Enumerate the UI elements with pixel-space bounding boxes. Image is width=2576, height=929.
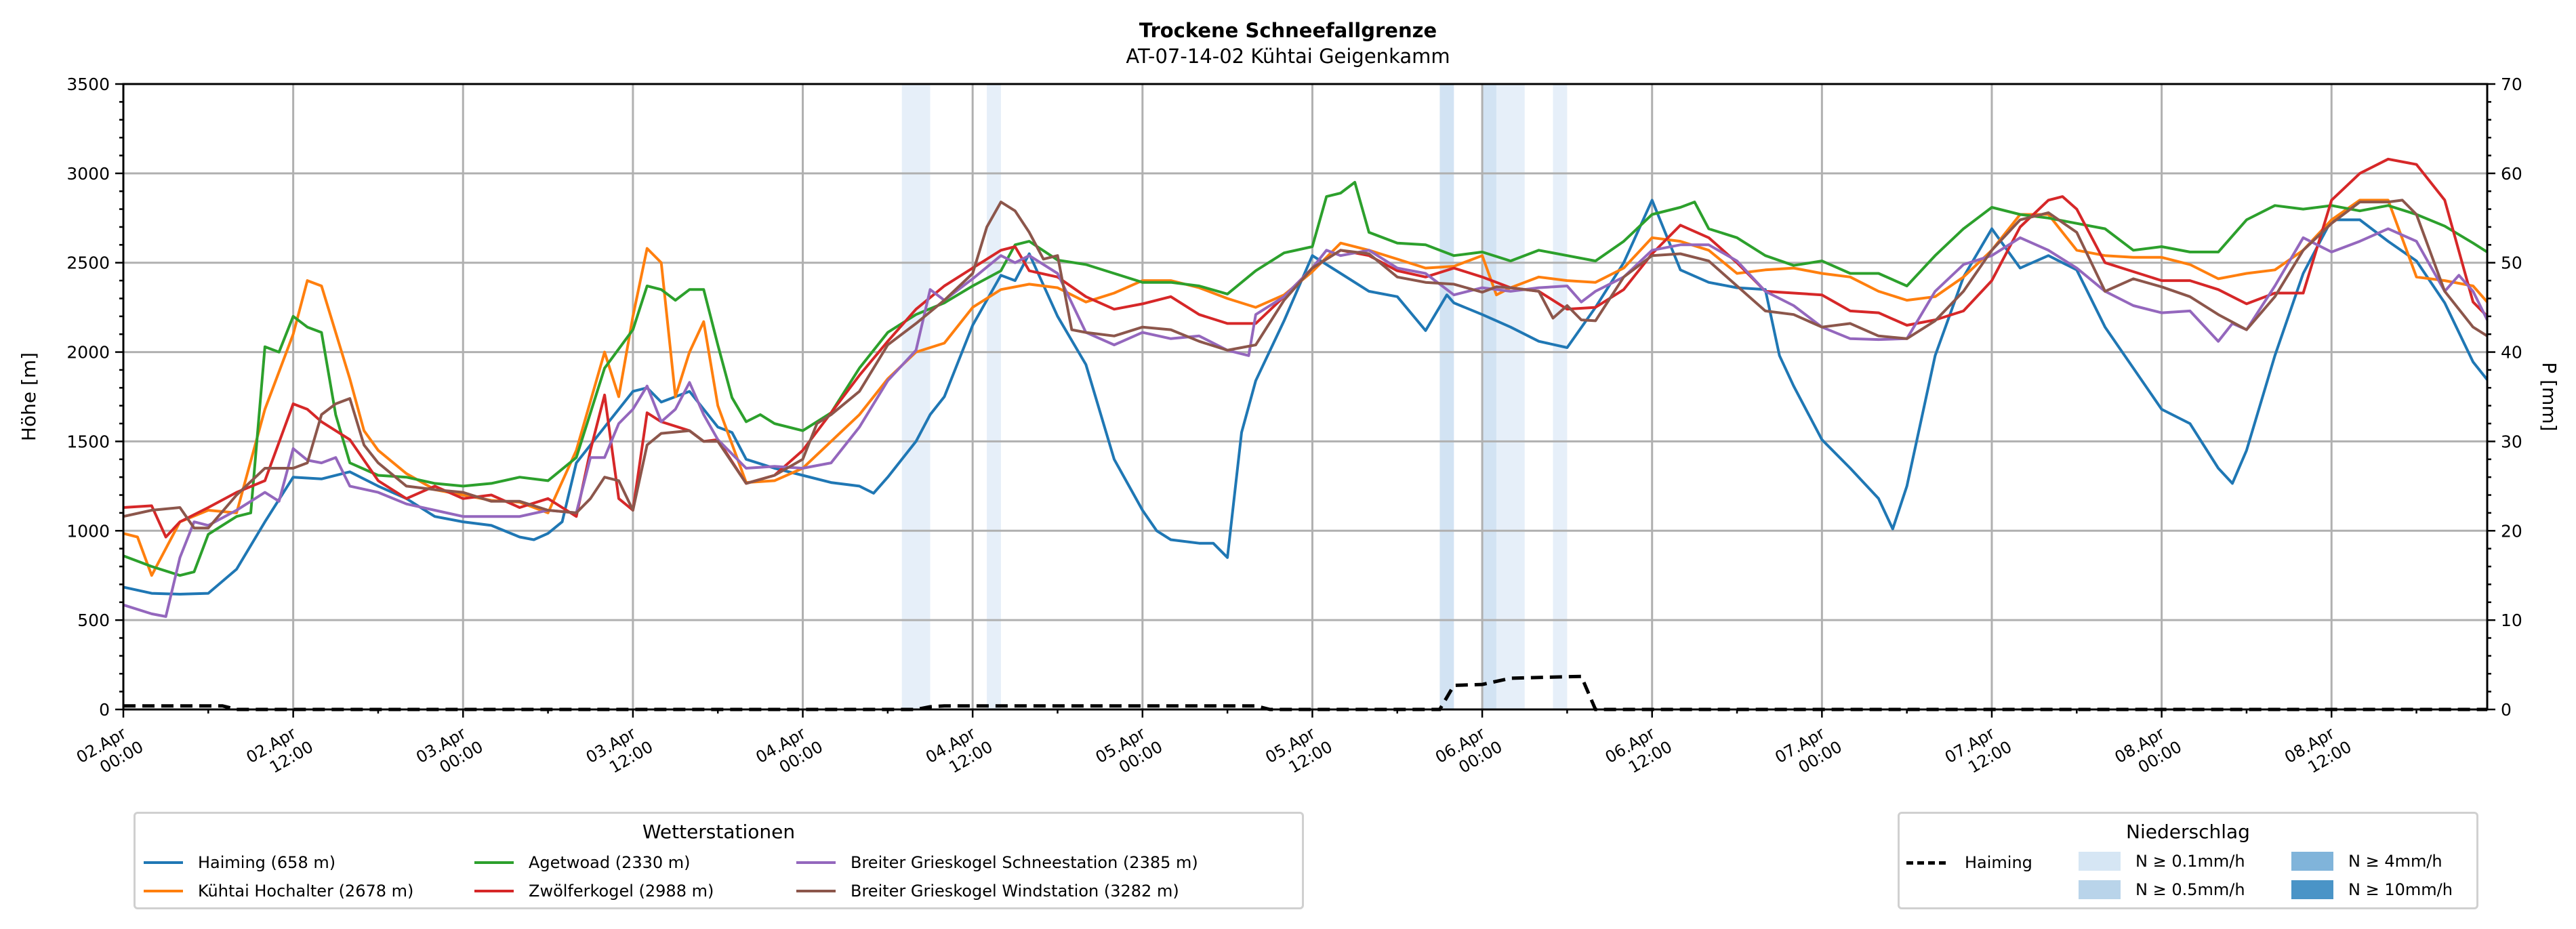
legend-label: N ≥ 0.1mm/h — [2135, 852, 2245, 871]
x-tick-label: 02.Apr12:00 — [243, 720, 316, 785]
legend-precip-title: Niederschlag — [2126, 821, 2250, 843]
precip-band — [1553, 84, 1568, 709]
legend-item: N ≥ 0.5mm/h — [2079, 880, 2245, 899]
series-line-4 — [123, 227, 2489, 618]
legend-line — [796, 890, 836, 892]
legend-dash-line — [1906, 861, 1946, 865]
legend-patch — [2079, 852, 2121, 871]
legend-label: Agetwoad (2330 m) — [529, 853, 691, 872]
legend-patch — [2291, 852, 2333, 871]
y2-tick-label: 20 — [2501, 521, 2522, 541]
x-tick-label: 05.Apr00:00 — [1092, 720, 1166, 785]
precip-line-haiming — [123, 674, 2487, 711]
legend-item: Haiming (658 m) — [144, 853, 335, 872]
x-tick-label: 06.Apr00:00 — [1432, 720, 1505, 785]
y-tick-label: 0 — [99, 700, 110, 720]
x-tick-label: 05.Apr12:00 — [1262, 720, 1335, 785]
x-tick-label: 07.Apr00:00 — [1772, 720, 1845, 785]
legend-patch — [2291, 880, 2333, 899]
legend-item: Agetwoad (2330 m) — [474, 853, 691, 872]
x-tick-label: 03.Apr12:00 — [583, 720, 656, 785]
legend-line — [474, 861, 514, 864]
legend-item: Breiter Grieskogel Schneestation (2385 m… — [796, 853, 1198, 872]
y2-tick-label: 60 — [2501, 164, 2522, 184]
x-tick-label: 03.Apr00:00 — [413, 720, 486, 785]
y2-tick-label: 70 — [2501, 75, 2522, 94]
x-tick-label: 08.Apr00:00 — [2112, 720, 2185, 785]
x-tick-label: 07.Apr12:00 — [1942, 720, 2015, 785]
legend-item: Haiming — [1906, 853, 2032, 872]
legend-label: Zwölferkogel (2988 m) — [529, 882, 714, 901]
legend-label: Breiter Grieskogel Schneestation (2385 m… — [851, 853, 1198, 872]
legend-stations: Wetterstationen Haiming (658 m) Kühtai H… — [134, 812, 1304, 909]
legend-item: Kühtai Hochalter (2678 m) — [144, 882, 413, 901]
legend-item: N ≥ 4mm/h — [2291, 852, 2442, 871]
chart-title: Trockene Schneefallgrenze — [1139, 19, 1437, 42]
precip-band — [1439, 84, 1454, 709]
legend-label: Kühtai Hochalter (2678 m) — [198, 882, 414, 901]
y-tick-label: 1000 — [66, 521, 110, 541]
legend-line — [474, 890, 514, 892]
series-line-2 — [123, 181, 2489, 577]
y2-tick-label: 10 — [2501, 611, 2522, 630]
y-tick-label: 3500 — [66, 75, 110, 94]
axes: 0 500 1000 1500 2000 2500 3000 3500 0 10 20 30 40 50 6… — [18, 75, 2560, 785]
legend-label: Breiter Grieskogel Windstation (3282 m) — [851, 882, 1179, 901]
legend-item: Breiter Grieskogel Windstation (3282 m) — [796, 882, 1179, 901]
legend-item: Zwölferkogel (2988 m) — [474, 882, 714, 901]
x-tick-label: 04.Apr00:00 — [753, 720, 826, 785]
legend-line — [796, 861, 836, 864]
precipitation-line — [123, 674, 2487, 711]
precip-band — [987, 84, 1001, 709]
precip-band — [1496, 84, 1525, 709]
y2-tick-label: 30 — [2501, 432, 2522, 451]
y-tick-label: 3000 — [66, 164, 110, 184]
legend-label: N ≥ 10mm/h — [2348, 880, 2453, 899]
legend-item: N ≥ 10mm/h — [2291, 880, 2453, 899]
y2-axis-label: P [mm] — [2538, 362, 2560, 431]
x-tick-label: 06.Apr12:00 — [1602, 720, 1675, 785]
x-tick-label: 04.Apr12:00 — [922, 720, 996, 785]
series-line-3 — [123, 157, 2489, 539]
y-axis-label: Höhe [m] — [18, 352, 40, 441]
series-line-5 — [123, 199, 2489, 530]
y2-tick-label: 50 — [2501, 253, 2522, 273]
legend-line — [144, 861, 183, 864]
grid-lines — [122, 83, 2487, 711]
legend-label: N ≥ 4mm/h — [2348, 852, 2442, 871]
legend-label: N ≥ 0.5mm/h — [2135, 880, 2245, 899]
legend-stations-title: Wetterstationen — [642, 821, 796, 843]
precipitation-bands — [901, 84, 1568, 709]
plot-frame — [122, 83, 2489, 711]
legend-item: N ≥ 0.1mm/h — [2079, 852, 2245, 871]
series-line-0 — [123, 199, 2489, 596]
legend-patch — [2079, 880, 2121, 899]
x-tick-label: 02.Apr00:00 — [73, 720, 146, 785]
precip-band — [901, 84, 931, 709]
x-tick-label: 08.Apr12:00 — [2281, 720, 2354, 785]
precip-band — [1482, 84, 1496, 709]
y2-tick-label: 0 — [2501, 700, 2512, 720]
legend-line — [144, 890, 183, 892]
chart-subtitle: AT-07-14-02 Kühtai Geigenkamm — [1126, 45, 1450, 68]
station-lines — [123, 157, 2489, 618]
y2-tick-label: 40 — [2501, 343, 2522, 363]
series-line-1 — [123, 199, 2489, 577]
y-tick-label: 1500 — [66, 432, 110, 451]
y-tick-label: 2500 — [66, 253, 110, 273]
legend-label: Haiming (658 m) — [198, 853, 336, 872]
legend-precipitation: Niederschlag Haiming N ≥ 0.1mm/h N ≥ 0.5… — [1898, 812, 2478, 909]
legend-label: Haiming — [1965, 853, 2032, 872]
y-tick-label: 2000 — [66, 343, 110, 363]
y-tick-label: 500 — [77, 611, 110, 630]
